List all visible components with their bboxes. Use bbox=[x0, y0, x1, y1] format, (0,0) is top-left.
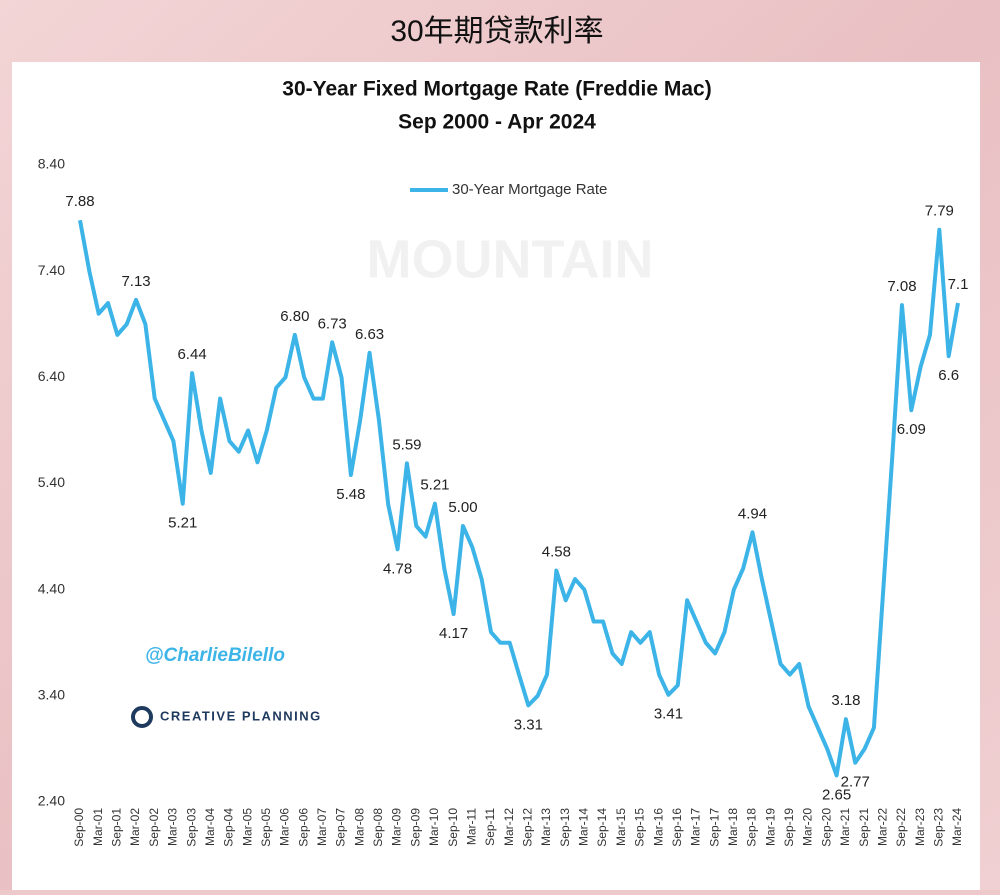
x-tick-label: Sep-09 bbox=[408, 808, 422, 847]
y-tick-label: 4.40 bbox=[38, 580, 65, 596]
data-label: 2.77 bbox=[841, 774, 870, 791]
x-tick-label: Sep-19 bbox=[782, 808, 796, 847]
data-label: 6.6 bbox=[938, 367, 959, 384]
data-label: 5.00 bbox=[448, 499, 477, 516]
data-label: 6.44 bbox=[177, 346, 206, 363]
x-tick-label: Mar-23 bbox=[913, 808, 927, 846]
x-tick-label: Sep-02 bbox=[147, 808, 161, 847]
data-label: 7.88 bbox=[65, 193, 94, 210]
data-label: 3.18 bbox=[831, 692, 860, 709]
chart-panel bbox=[12, 62, 980, 890]
x-tick-label: Sep-01 bbox=[110, 808, 124, 847]
x-tick-label: Mar-19 bbox=[763, 808, 777, 846]
x-tick-label: Sep-21 bbox=[857, 808, 871, 847]
x-tick-label: Mar-05 bbox=[240, 808, 254, 846]
x-tick-label: Mar-16 bbox=[651, 808, 665, 846]
chart-subtitle: Sep 2000 - Apr 2024 bbox=[398, 111, 596, 134]
x-tick-label: Mar-11 bbox=[464, 808, 478, 845]
x-tick-label: Mar-20 bbox=[801, 808, 815, 846]
x-tick-label: Sep-14 bbox=[595, 808, 609, 847]
x-tick-label: Sep-22 bbox=[894, 808, 908, 847]
x-tick-label: Mar-10 bbox=[427, 808, 441, 846]
data-label: 6.63 bbox=[355, 326, 384, 343]
x-tick-label: Sep-18 bbox=[745, 808, 759, 847]
x-tick-label: Mar-13 bbox=[539, 808, 553, 846]
data-label: 3.41 bbox=[654, 706, 683, 723]
x-tick-label: Mar-02 bbox=[128, 808, 142, 846]
x-tick-label: Sep-08 bbox=[371, 808, 385, 847]
credit: @CharlieBilello bbox=[145, 645, 285, 666]
x-tick-label: Sep-10 bbox=[446, 808, 460, 847]
y-tick-label: 3.40 bbox=[38, 687, 65, 703]
y-tick-label: 6.40 bbox=[38, 368, 65, 384]
data-label: 7.13 bbox=[121, 273, 150, 290]
x-tick-label: Mar-21 bbox=[838, 808, 852, 846]
x-tick-label: Sep-17 bbox=[707, 808, 721, 847]
data-label: 4.58 bbox=[542, 544, 571, 561]
x-tick-label: Mar-07 bbox=[315, 808, 329, 846]
data-label: 7.08 bbox=[887, 278, 916, 295]
x-tick-label: Sep-07 bbox=[334, 808, 348, 847]
x-tick-label: Sep-13 bbox=[558, 808, 572, 847]
x-tick-label: Sep-16 bbox=[670, 808, 684, 847]
data-label: 6.09 bbox=[897, 421, 926, 438]
data-label: 3.31 bbox=[514, 716, 543, 733]
x-tick-label: Mar-22 bbox=[875, 808, 889, 846]
data-label: 6.80 bbox=[280, 308, 309, 325]
x-tick-label: Mar-18 bbox=[726, 808, 740, 846]
x-tick-label: Mar-24 bbox=[950, 808, 964, 846]
x-tick-label: Sep-05 bbox=[259, 808, 273, 847]
y-tick-label: 8.40 bbox=[38, 156, 65, 172]
y-tick-label: 5.40 bbox=[38, 474, 65, 490]
x-tick-label: Sep-12 bbox=[521, 808, 535, 847]
x-tick-label: Mar-14 bbox=[577, 808, 591, 846]
x-tick-label: Mar-08 bbox=[352, 808, 366, 846]
data-label: 7.79 bbox=[925, 203, 954, 220]
brand-icon bbox=[131, 706, 153, 728]
x-tick-label: Sep-04 bbox=[222, 808, 236, 847]
x-tick-label: Sep-11 bbox=[483, 808, 497, 846]
data-label: 7.1 bbox=[948, 276, 969, 293]
chart-title: 30-Year Fixed Mortgage Rate (Freddie Mac… bbox=[282, 78, 711, 101]
page-header: 30年期贷款利率 bbox=[390, 15, 603, 48]
data-label: 2.65 bbox=[822, 786, 851, 803]
data-label: 4.94 bbox=[738, 505, 767, 522]
line bbox=[78, 219, 960, 778]
data-label: 6.73 bbox=[318, 315, 347, 332]
x-tick-label: Mar-04 bbox=[203, 808, 217, 846]
data-label: 5.48 bbox=[336, 486, 365, 503]
data-label: 5.59 bbox=[392, 436, 421, 453]
x-tick-label: Sep-00 bbox=[72, 808, 86, 847]
y-tick-label: 2.40 bbox=[38, 793, 65, 809]
x-tick-label: Mar-01 bbox=[91, 808, 105, 846]
y-tick-label: 7.40 bbox=[38, 262, 65, 278]
data-label: 5.21 bbox=[168, 515, 197, 532]
x-tick-label: Sep-03 bbox=[184, 808, 198, 847]
x-tick-label: Mar-17 bbox=[689, 808, 703, 846]
x-tick-label: Mar-15 bbox=[614, 808, 628, 846]
x-tick-label: Mar-03 bbox=[166, 808, 180, 846]
x-tick-label: Mar-06 bbox=[278, 808, 292, 846]
x-tick-label: Sep-06 bbox=[296, 808, 310, 847]
x-tick-label: Sep-15 bbox=[633, 808, 647, 847]
x-tick-label: Mar-09 bbox=[390, 808, 404, 846]
data-label: 4.17 bbox=[439, 625, 468, 642]
data-label: 4.78 bbox=[383, 560, 412, 577]
x-tick-label: Mar-12 bbox=[502, 808, 516, 846]
data-label: 5.21 bbox=[420, 477, 449, 494]
brand: CREATIVE PLANNING bbox=[160, 708, 322, 723]
watermark: MOUNTAIN bbox=[367, 229, 654, 289]
x-tick-label: Sep-20 bbox=[819, 808, 833, 847]
legend-label: 30-Year Mortgage Rate bbox=[452, 181, 607, 198]
x-tick-label: Sep-23 bbox=[931, 808, 945, 847]
